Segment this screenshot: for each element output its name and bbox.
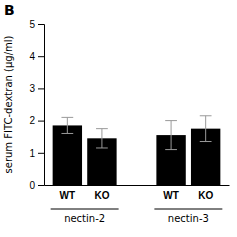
chart: 0 1 2 3 4 5 WT KO WT KO nectin-2 nectin-3 serum FITC… — [0, 0, 237, 237]
tick-mark — [38, 121, 44, 122]
tick-label: 4 — [29, 51, 35, 62]
error-bar — [165, 121, 177, 150]
y-tick: 5 — [29, 19, 44, 30]
tick-mark — [38, 56, 44, 57]
y-axis-label: serum FITC-dextran (μg/ml) — [3, 35, 14, 173]
error-bar-line — [205, 116, 206, 142]
y-tick: 0 — [29, 180, 44, 191]
group-bracket — [51, 209, 119, 210]
x-tick: KO — [94, 190, 109, 201]
axis-line — [45, 185, 230, 186]
error-bar-cap — [61, 117, 73, 118]
error-bar — [96, 129, 108, 148]
y-axis: 0 1 2 3 4 5 — [29, 19, 44, 191]
error-bar-cap — [96, 128, 108, 129]
marks — [53, 116, 221, 185]
tick-mark — [38, 185, 44, 186]
x-axis: WT KO WT KO — [45, 186, 230, 202]
tick-label: 1 — [29, 148, 35, 159]
error-bar-line — [171, 121, 172, 150]
tick-mark — [38, 24, 44, 25]
group-label: nectin-3 — [168, 213, 209, 224]
error-bar-cap — [165, 149, 177, 150]
error-bar-cap — [200, 115, 212, 116]
x-tick: WT — [163, 190, 179, 201]
error-bar-line — [101, 129, 102, 148]
error-bar-cap — [200, 141, 212, 142]
error-bar — [200, 116, 212, 142]
tick-label: 3 — [29, 83, 35, 94]
tick-label: KO — [94, 190, 109, 201]
tick-label: WT — [60, 190, 76, 201]
tick-label: WT — [163, 190, 179, 201]
axis-line — [38, 25, 45, 186]
error-bar-cap — [165, 120, 177, 121]
x-tick: WT — [60, 190, 76, 201]
panel-label: B — [4, 2, 15, 18]
plot-area: 0 1 2 3 4 5 WT KO WT KO nectin-2 nectin-3 — [29, 19, 229, 224]
tick-label: 5 — [29, 19, 35, 30]
tick-mark — [38, 88, 44, 89]
group-label: nectin-2 — [64, 213, 105, 224]
x-tick: KO — [198, 190, 213, 201]
y-tick: 1 — [29, 148, 44, 159]
group-bracket — [154, 209, 222, 210]
y-tick: 4 — [29, 51, 44, 62]
tick-label: 0 — [29, 180, 35, 191]
error-bar-line — [67, 117, 68, 133]
bar — [53, 125, 82, 185]
tick-label: 2 — [29, 115, 35, 126]
error-bar — [61, 117, 73, 133]
y-tick: 2 — [29, 115, 44, 126]
tick-mark — [38, 153, 44, 154]
tick-label: KO — [198, 190, 213, 201]
error-bar-cap — [61, 133, 73, 134]
y-tick: 3 — [29, 83, 44, 94]
error-bar-cap — [96, 147, 108, 148]
